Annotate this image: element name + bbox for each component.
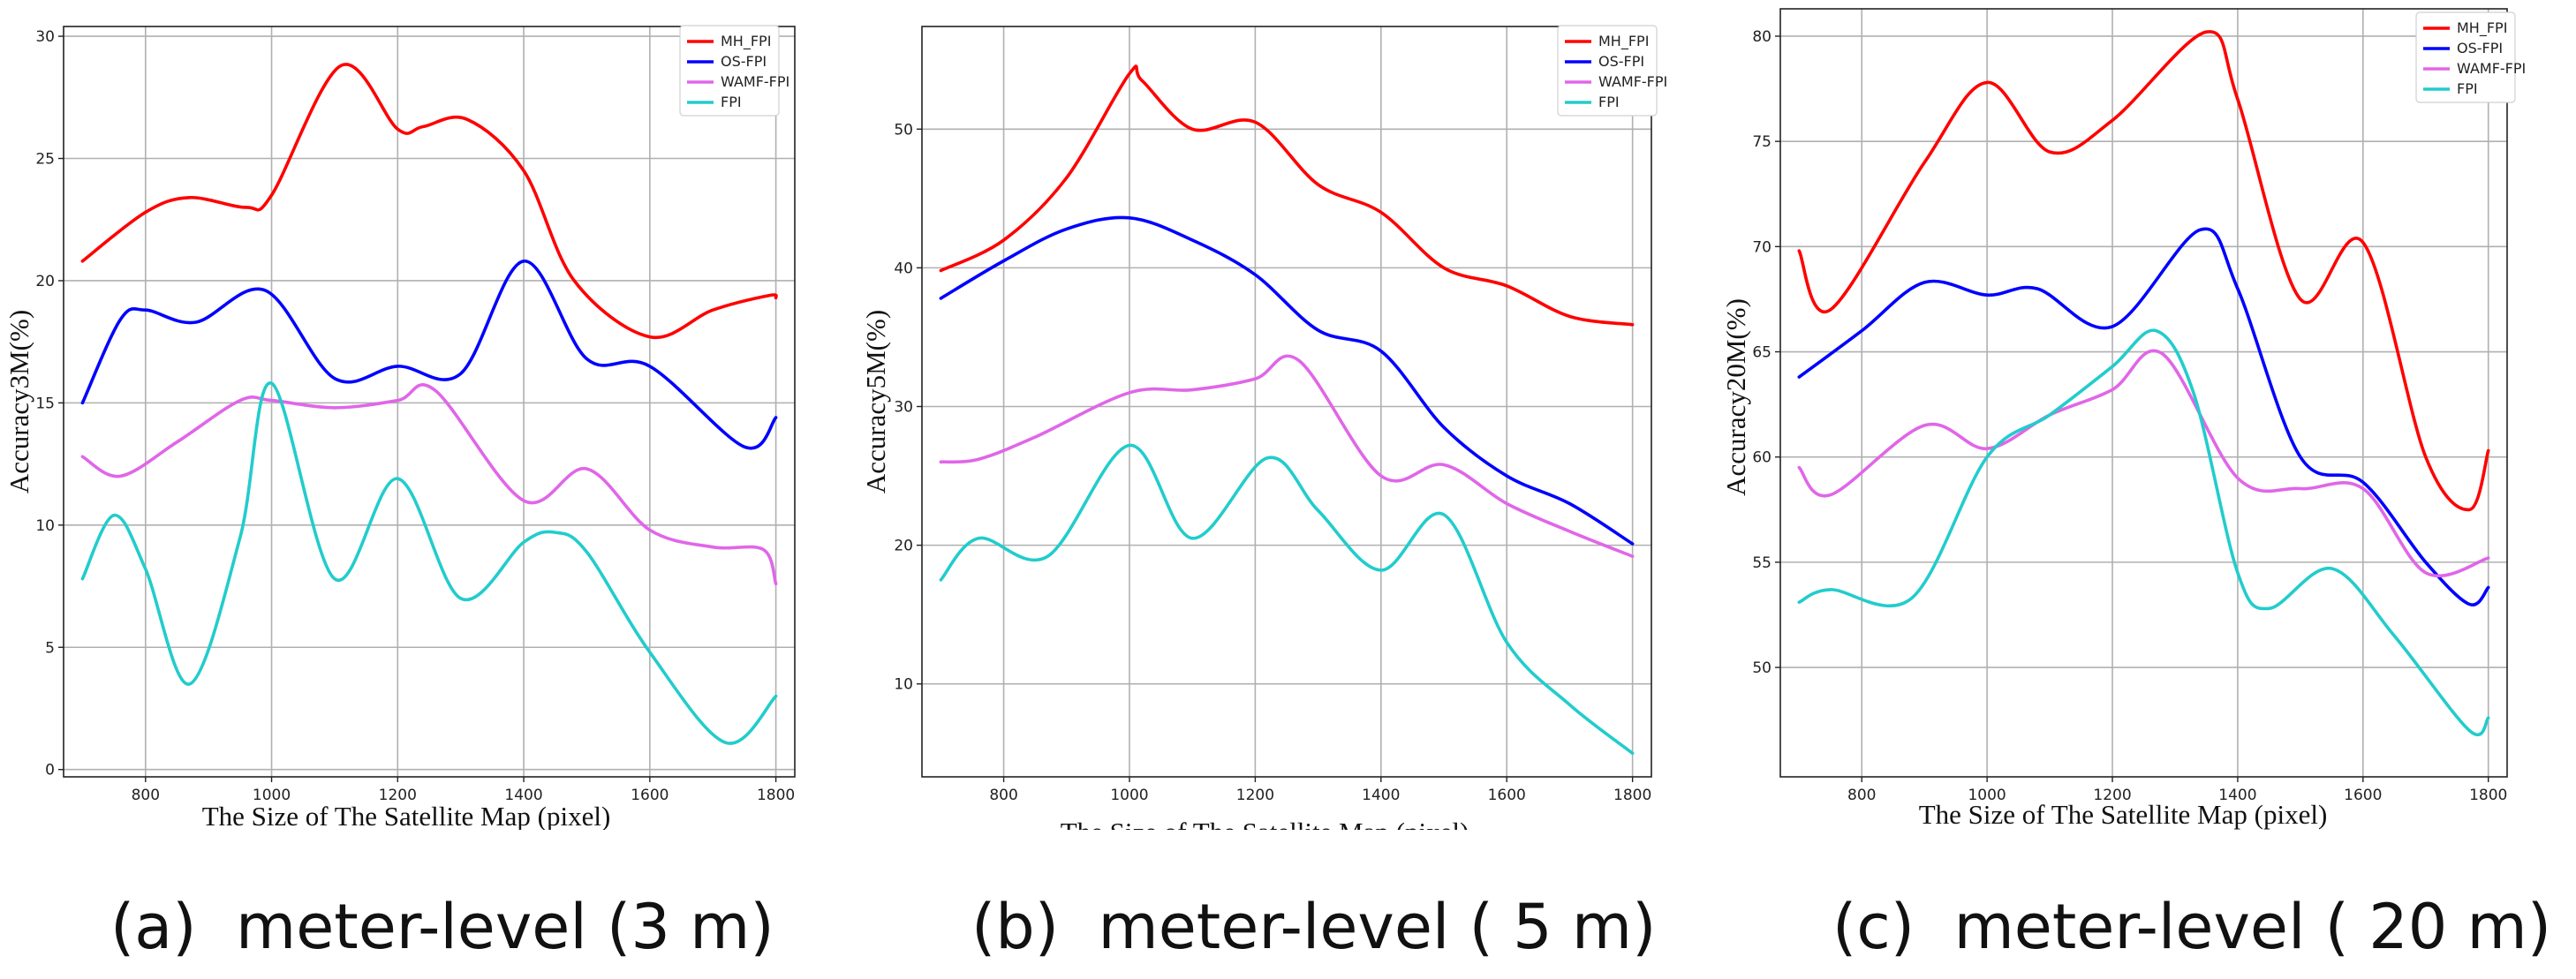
legend-label-b-3: FPI bbox=[1598, 94, 1620, 110]
series-line-b-fpi bbox=[939, 443, 1635, 756]
legend-a: MH_FPI OS-FPI WAMF-FPI FPI bbox=[679, 25, 789, 117]
y-tick-label-c-60: 60 bbox=[1752, 449, 1771, 467]
caption-a: (a) meter-level (3 m) bbox=[110, 891, 774, 963]
legend-box-a bbox=[679, 25, 780, 117]
y-axis-title-c: Accuracy20M(%) bbox=[1720, 298, 1751, 496]
series-line-a-fpi bbox=[80, 381, 778, 745]
y-tick-label-c-65: 65 bbox=[1752, 344, 1771, 362]
x-tick-label-b-800: 800 bbox=[989, 787, 1017, 804]
x-tick-label-b-1400: 1400 bbox=[1362, 787, 1400, 804]
x-axis-title-a: The Size of The Satellite Map (pixel) bbox=[202, 801, 611, 830]
y-axis-title-b: Accuracy5M(%) bbox=[860, 310, 891, 493]
series-line-a-os-fpi bbox=[80, 260, 778, 450]
y-tick-label-b-50: 50 bbox=[894, 121, 913, 139]
y-tick-label-c-80: 80 bbox=[1752, 28, 1771, 46]
y-tick-label-c-50: 50 bbox=[1752, 659, 1771, 677]
y-tick-label-b-30: 30 bbox=[894, 398, 913, 416]
y-axis-title-a: Accuracy3M(%) bbox=[4, 310, 34, 493]
series-line-c-mh-fpi bbox=[1797, 30, 2490, 512]
x-tick-label-b-1000: 1000 bbox=[1110, 787, 1148, 804]
x-axis-title-c: The Size of The Satellite Map (pixel) bbox=[1919, 799, 2328, 830]
y-tick-label-a-0: 0 bbox=[45, 762, 55, 779]
y-tick-label-a-5: 5 bbox=[45, 639, 55, 657]
series-line-c-fpi bbox=[1797, 328, 2490, 737]
legend-label-b-1: OS-FPI bbox=[1598, 53, 1644, 70]
y-tick-label-b-40: 40 bbox=[894, 260, 913, 277]
x-tick-label-a-800: 800 bbox=[132, 787, 160, 804]
series-line-b-mh-fpi bbox=[939, 64, 1635, 327]
series-line-a-wamf-fpi bbox=[80, 383, 778, 586]
chart-panel-c: 800 1000 1200 1400 1600 1800 50 55 60 65 70 75 80 The… bbox=[1720, 8, 2526, 830]
legend-box-b bbox=[1557, 25, 1658, 117]
legend-label-c-1: OS-FPI bbox=[2457, 40, 2503, 56]
legend-label-b-0: MH_FPI bbox=[1598, 33, 1649, 50]
plot-frame-c bbox=[1779, 8, 2508, 778]
series-line-c-wamf-fpi bbox=[1797, 349, 2490, 578]
x-tick-label-b-1800: 1800 bbox=[1613, 787, 1651, 804]
series-line-b-wamf-fpi bbox=[939, 354, 1635, 558]
legend-label-b-2: WAMF-FPI bbox=[1598, 73, 1667, 90]
x-tick-label-c-1800: 1800 bbox=[2469, 787, 2507, 804]
legend-label-a-3: FPI bbox=[721, 94, 742, 110]
caption-c: (c) meter-level ( 20 m) bbox=[1832, 891, 2552, 963]
legend-label-c-3: FPI bbox=[2457, 80, 2478, 97]
legend-b: MH_FPI OS-FPI WAMF-FPI FPI bbox=[1557, 25, 1667, 117]
x-tick-label-c-1200: 1200 bbox=[2093, 787, 2131, 804]
series-line-b-os-fpi bbox=[939, 215, 1635, 546]
y-tick-label-b-20: 20 bbox=[894, 538, 913, 555]
chart-panel-b: 800 1000 1200 1400 1600 1800 10 20 30 40 50 The Siz… bbox=[860, 25, 1667, 830]
y-tick-label-c-70: 70 bbox=[1752, 238, 1771, 256]
y-tick-label-a-15: 15 bbox=[35, 395, 55, 412]
legend-label-a-2: WAMF-FPI bbox=[721, 73, 789, 90]
x-tick-label-c-1400: 1400 bbox=[2218, 787, 2256, 804]
x-tick-label-c-1000: 1000 bbox=[1968, 787, 2006, 804]
x-tick-label-a-1400: 1400 bbox=[504, 787, 542, 804]
x-tick-label-c-1600: 1600 bbox=[2344, 787, 2382, 804]
legend-c: MH_FPI OS-FPI WAMF-FPI FPI bbox=[2415, 11, 2526, 103]
x-axis-title-b: The Size of The Satellite Map (pixel) bbox=[1061, 817, 1469, 830]
plot-frame-a bbox=[63, 26, 796, 778]
y-tick-label-a-20: 20 bbox=[35, 273, 55, 290]
x-tick-label-a-1600: 1600 bbox=[631, 787, 669, 804]
y-tick-label-c-75: 75 bbox=[1752, 133, 1771, 151]
y-tick-label-a-30: 30 bbox=[35, 28, 55, 46]
x-tick-label-b-1600: 1600 bbox=[1488, 787, 1526, 804]
caption-b: (b) meter-level ( 5 m) bbox=[971, 891, 1657, 963]
series-line-c-os-fpi bbox=[1797, 227, 2490, 606]
legend-label-c-2: WAMF-FPI bbox=[2457, 60, 2526, 77]
x-tick-label-c-800: 800 bbox=[1847, 787, 1876, 804]
y-tick-label-a-10: 10 bbox=[35, 517, 55, 535]
legend-label-c-0: MH_FPI bbox=[2457, 19, 2507, 37]
x-tick-label-a-1800: 1800 bbox=[757, 787, 795, 804]
legend-label-a-1: OS-FPI bbox=[721, 53, 767, 70]
y-tick-label-a-25: 25 bbox=[35, 151, 55, 169]
y-tick-label-c-55: 55 bbox=[1752, 554, 1771, 572]
x-tick-label-a-1200: 1200 bbox=[379, 787, 417, 804]
series-line-a-mh-fpi bbox=[80, 63, 778, 340]
y-tick-label-b-10: 10 bbox=[894, 676, 913, 694]
x-tick-label-b-1200: 1200 bbox=[1236, 787, 1274, 804]
legend-box-c bbox=[2415, 11, 2516, 103]
x-tick-label-a-1000: 1000 bbox=[253, 787, 291, 804]
plot-frame-b bbox=[921, 26, 1652, 778]
legend-label-a-0: MH_FPI bbox=[721, 33, 771, 50]
chart-panel-a: 800 1000 1200 1400 1600 1800 0 5 10 15 20 25 30 The S… bbox=[4, 25, 796, 830]
